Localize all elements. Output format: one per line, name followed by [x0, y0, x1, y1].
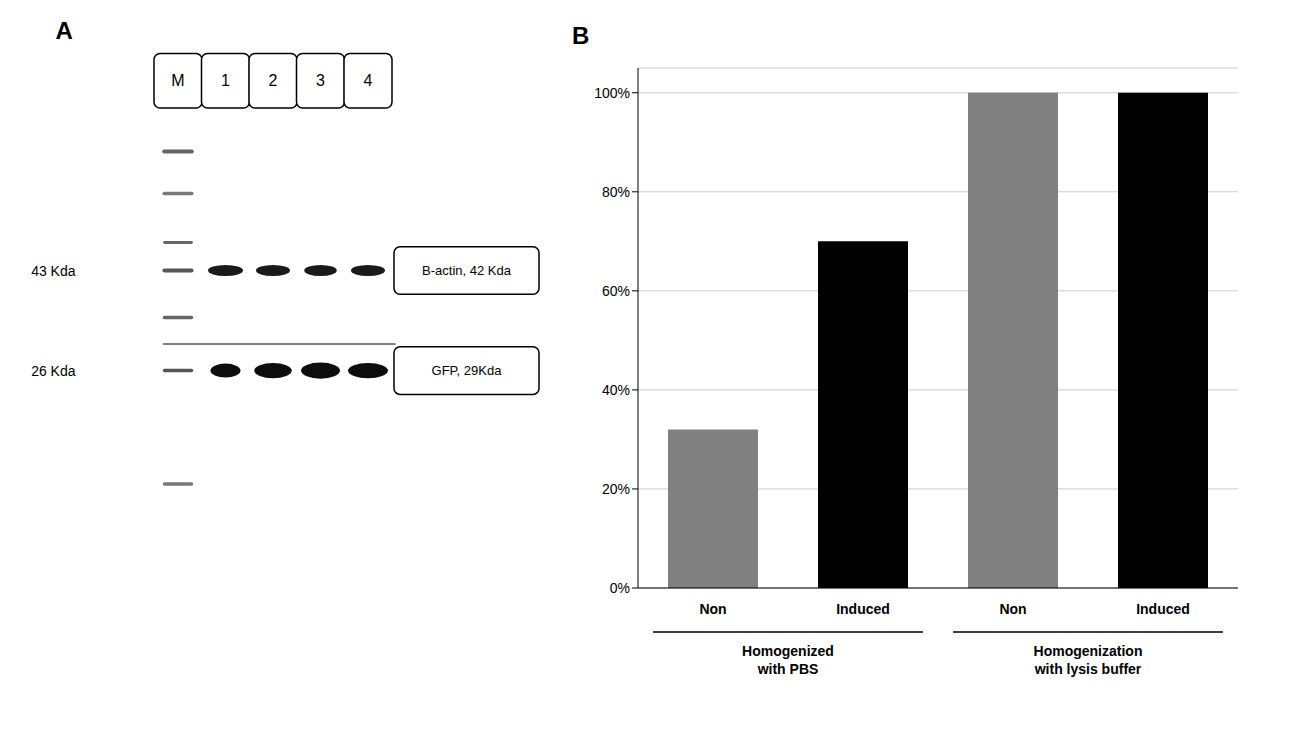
svg-text:43 Kda: 43 Kda	[31, 263, 76, 279]
svg-text:80%: 80%	[602, 184, 630, 200]
svg-text:3: 3	[316, 72, 325, 89]
svg-text:20%: 20%	[602, 481, 630, 497]
svg-text:2: 2	[269, 72, 278, 89]
html-text:B: B	[572, 22, 590, 49]
svg-text:Induced: Induced	[1136, 601, 1190, 617]
svg-text:Homogenized: Homogenized	[742, 643, 834, 659]
svg-text:GFP, 29Kda: GFP, 29Kda	[432, 363, 503, 378]
svg-text:40%: 40%	[602, 382, 630, 398]
svg-text:Homogenization: Homogenization	[1034, 643, 1143, 659]
svg-text:1: 1	[221, 72, 230, 89]
svg-text:Non: Non	[699, 601, 726, 617]
svg-text:M: M	[171, 72, 184, 89]
svg-text:4: 4	[364, 72, 373, 89]
svg-text:100%: 100%	[594, 85, 630, 101]
svg-text:60%: 60%	[602, 283, 630, 299]
svg-text:B-actin, 42 Kda: B-actin, 42 Kda	[422, 263, 512, 278]
svg-text:Induced: Induced	[836, 601, 890, 617]
svg-text:with PBS: with PBS	[757, 661, 819, 677]
svg-text:26 Kda: 26 Kda	[31, 363, 76, 379]
svg-text:0%: 0%	[610, 580, 630, 596]
svg-text:with lysis buffer: with lysis buffer	[1034, 661, 1142, 677]
svg-text:A: A	[56, 17, 73, 44]
svg-text:Non: Non	[999, 601, 1026, 617]
